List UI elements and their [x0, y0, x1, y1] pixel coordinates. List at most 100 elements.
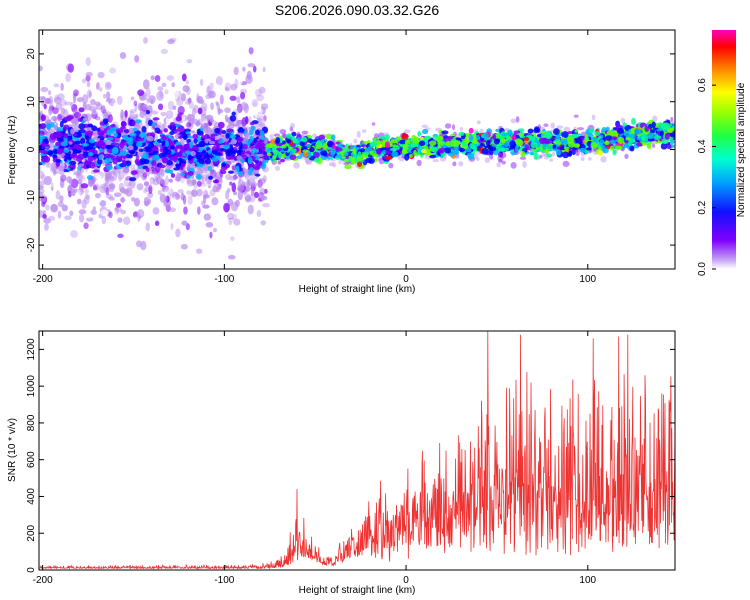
spectral-point	[39, 125, 45, 130]
spectral-point	[249, 135, 254, 142]
spectral-point	[68, 164, 76, 169]
spectral-point	[254, 129, 260, 136]
spectral-point	[177, 157, 183, 162]
spectral-point	[236, 96, 241, 104]
spectral-point	[43, 156, 51, 163]
spectral-point	[651, 143, 656, 149]
spectral-point	[81, 199, 87, 210]
spectral-point	[43, 218, 51, 224]
spectral-point	[247, 157, 253, 165]
spectral-point	[97, 71, 105, 79]
spectral-point	[99, 187, 104, 194]
spectral-point	[51, 115, 58, 122]
spectral-point	[243, 103, 249, 114]
spectral-point	[228, 170, 235, 174]
spectral-point	[195, 188, 203, 197]
spectral-point	[39, 166, 42, 171]
spectral-point	[291, 148, 297, 153]
spectral-point	[209, 231, 213, 239]
spectral-point	[538, 137, 546, 145]
spectral-point	[81, 78, 87, 84]
spectral-point	[102, 118, 109, 124]
spectral-point	[609, 139, 616, 144]
spectral-point	[492, 134, 497, 141]
spectral-point	[262, 66, 266, 73]
spectral-point	[161, 136, 168, 141]
spectral-point	[338, 159, 342, 165]
spectral-point	[115, 178, 120, 187]
spectral-point	[302, 149, 309, 153]
spectral-point	[190, 189, 198, 198]
spectral-point	[352, 147, 357, 155]
spectral-point	[326, 140, 333, 148]
spectral-point	[591, 136, 598, 141]
spectrogram-x-axis: -200 -100 0 100	[33, 30, 597, 285]
spectral-point	[120, 209, 126, 215]
spectral-point	[585, 147, 592, 151]
spectral-point	[99, 183, 107, 194]
spectral-point	[56, 127, 64, 132]
spectral-point	[180, 192, 185, 201]
spectral-point	[244, 194, 252, 203]
spectral-point	[469, 143, 475, 149]
spectral-point	[293, 162, 300, 169]
spectral-point	[162, 159, 168, 164]
spectral-point	[552, 128, 560, 136]
spectral-point	[542, 143, 547, 151]
spectral-point	[187, 154, 192, 161]
spectral-point	[113, 132, 118, 138]
spectral-point	[232, 155, 238, 160]
spectral-point	[390, 138, 398, 144]
spectral-point	[495, 128, 501, 133]
spectral-point	[55, 159, 61, 163]
spectral-point	[444, 123, 452, 129]
spectral-point	[444, 147, 452, 154]
spectral-point	[185, 223, 190, 231]
spectral-point	[235, 199, 240, 207]
spectral-point	[376, 139, 381, 147]
spectral-point	[237, 170, 243, 177]
spectral-point	[60, 82, 64, 91]
spectral-point	[458, 161, 464, 167]
spectral-point	[361, 129, 367, 133]
spectral-point	[459, 147, 466, 153]
spectral-point	[270, 138, 276, 146]
spectral-point	[379, 140, 387, 145]
spectral-point	[591, 114, 596, 121]
spectral-point	[76, 146, 84, 151]
spectral-point	[211, 197, 219, 206]
spectral-point	[90, 209, 97, 215]
spectral-point	[271, 146, 279, 152]
spectral-point	[60, 141, 69, 147]
spectral-point	[666, 127, 675, 133]
spectral-point	[590, 141, 598, 149]
spectral-point	[94, 141, 101, 145]
spectral-point	[666, 144, 672, 150]
spectral-point	[669, 139, 675, 144]
spectral-point	[395, 136, 402, 141]
spectral-point	[227, 219, 235, 224]
spectral-point	[152, 150, 159, 155]
spectral-point	[83, 222, 89, 230]
spectral-point	[86, 127, 92, 131]
spectral-point	[169, 207, 177, 213]
spectral-point	[76, 131, 82, 138]
spectral-point	[84, 135, 90, 139]
spectral-point	[145, 116, 150, 121]
spectral-point	[258, 118, 265, 129]
spectral-point	[265, 143, 274, 149]
spectral-point	[254, 88, 262, 97]
spectral-point	[76, 97, 84, 103]
spectral-point	[212, 118, 221, 123]
spectral-point	[290, 137, 297, 141]
spectral-point	[181, 73, 187, 82]
spectral-point	[142, 79, 150, 90]
spectral-point	[124, 116, 128, 122]
spectral-point	[105, 174, 109, 184]
spectral-point	[105, 186, 110, 196]
spectral-point	[205, 94, 212, 100]
spectral-point	[106, 83, 111, 88]
spectral-point	[330, 134, 336, 141]
spectral-point	[40, 174, 46, 181]
spectral-point	[241, 117, 247, 128]
